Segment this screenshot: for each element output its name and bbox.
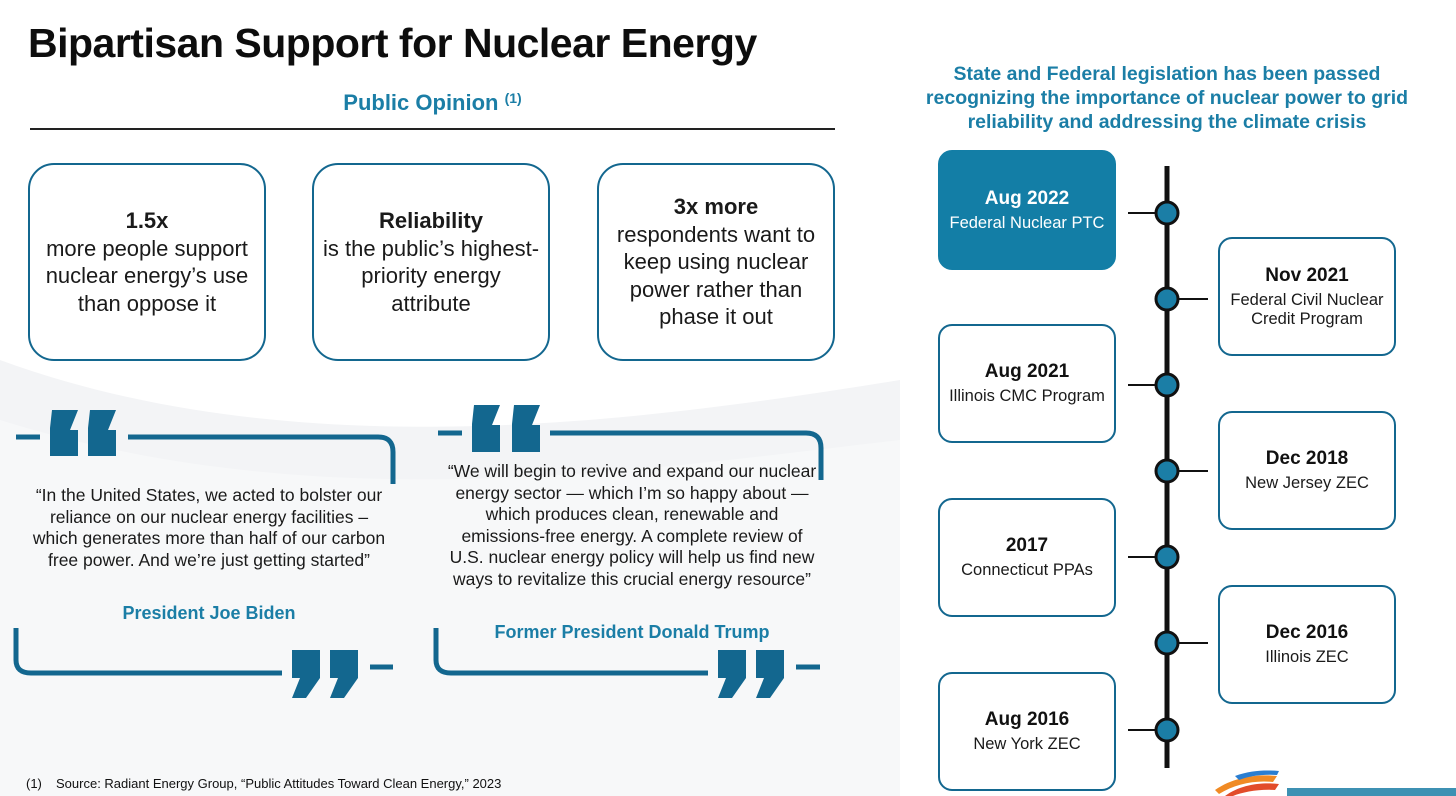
timeline-date: Aug 2021 — [984, 361, 1070, 382]
page-title: Bipartisan Support for Nuclear Energy — [28, 20, 757, 66]
timeline-item-dec-2018: Dec 2018 New Jersey ZEC — [1218, 411, 1396, 530]
timeline-desc: New Jersey ZEC — [1245, 474, 1369, 492]
public-opinion-heading: Public Opinion (1) — [30, 90, 835, 116]
legislation-heading: State and Federal legislation has been p… — [925, 63, 1409, 133]
company-logo-icon — [1215, 770, 1456, 796]
timeline-desc: Federal Nuclear PTC — [949, 213, 1105, 232]
timeline-item-aug-2022: Aug 2022 Federal Nuclear PTC — [938, 150, 1116, 270]
timeline-item-nov-2021: Nov 2021 Federal Civil Nuclear Credit Pr… — [1218, 237, 1396, 356]
stat-highlight: 3x more — [673, 194, 759, 220]
timeline-desc: New York ZEC — [973, 735, 1081, 753]
footnote-ref: (1) — [504, 90, 522, 106]
timeline-item-aug-2016: Aug 2016 New York ZEC — [938, 672, 1116, 791]
stat-highlight: Reliability — [379, 208, 483, 233]
timeline-date: Dec 2016 — [1265, 622, 1349, 643]
timeline-item-aug-2021: Aug 2021 Illinois CMC Program — [938, 324, 1116, 443]
close-quote-icon — [292, 650, 358, 698]
timeline-desc: Illinois CMC Program — [949, 387, 1105, 405]
footnote-text: Source: Radiant Energy Group, “Public At… — [56, 776, 502, 791]
open-quote-icon — [50, 410, 116, 456]
timeline-desc: Federal Civil Nuclear Credit Program — [1230, 290, 1384, 328]
timeline-date: 2017 — [1005, 535, 1049, 556]
quote-frame-trump — [433, 405, 824, 698]
footnote-number: (1) — [26, 776, 42, 791]
timeline-desc: Connecticut PPAs — [961, 561, 1093, 579]
stat-box-3: 3x more respondents want to keep using n… — [597, 163, 835, 361]
public-opinion-heading-text: Public Opinion — [343, 90, 499, 115]
quote-text-biden: “In the United States, we acted to bolst… — [32, 485, 386, 570]
quote-text-trump: “We will begin to revive and expand our … — [447, 461, 817, 589]
stat-box-2: Reliability is the public’s highest-prio… — [312, 163, 550, 361]
stat-highlight: 1.5x — [125, 208, 169, 233]
stat-body: more people support nuclear energy’s use… — [45, 235, 249, 316]
quote-author-biden: President Joe Biden — [122, 603, 296, 623]
footnote: (1) Source: Radiant Energy Group, “Public… — [26, 776, 501, 791]
timeline-date: Nov 2021 — [1265, 264, 1349, 286]
timeline-desc: Illinois ZEC — [1265, 648, 1349, 666]
heading-divider — [30, 128, 835, 130]
timeline-date: Aug 2022 — [984, 187, 1070, 209]
stat-body: respondents want to keep using nuclear p… — [616, 221, 816, 330]
stat-body: is the public’s highest-priority energy … — [322, 235, 540, 316]
timeline-item-dec-2016: Dec 2016 Illinois ZEC — [1218, 585, 1396, 704]
timeline-item-2017: 2017 Connecticut PPAs — [938, 498, 1116, 617]
timeline-date: Dec 2018 — [1265, 448, 1349, 469]
timeline-date: Aug 2016 — [984, 709, 1070, 730]
quote-author-trump: Former President Donald Trump — [494, 622, 770, 642]
stat-box-1: 1.5x more people support nuclear energy’… — [28, 163, 266, 361]
quote-frame-biden — [13, 410, 396, 698]
